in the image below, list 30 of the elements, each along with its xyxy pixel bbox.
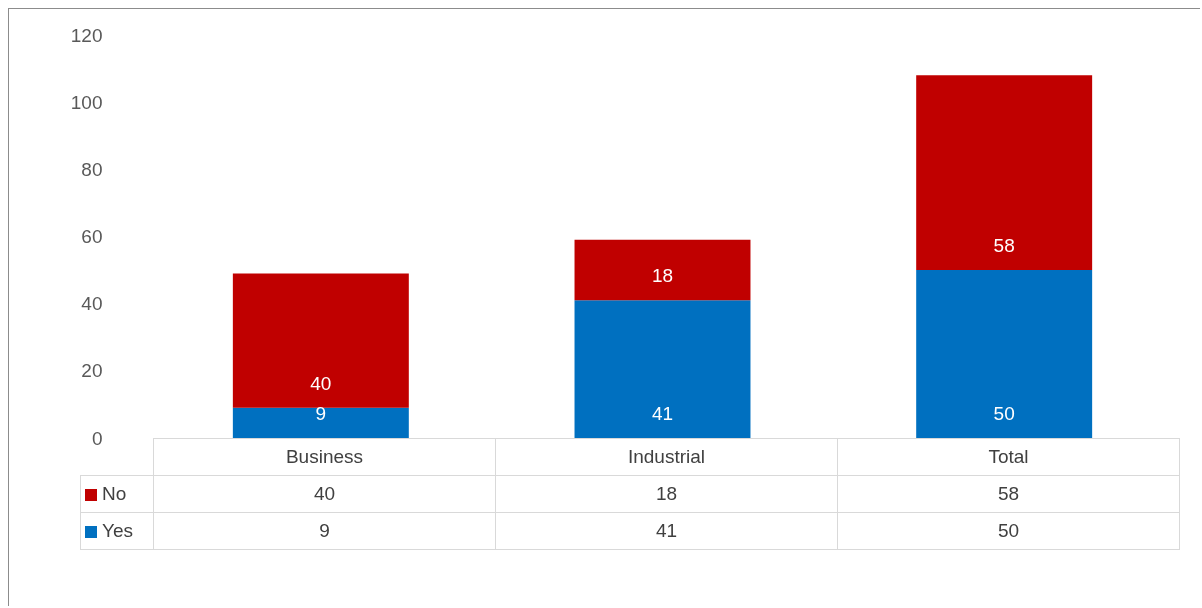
bar	[916, 270, 1093, 438]
y-tick-label: 100	[70, 91, 103, 113]
data-label: 18	[651, 265, 674, 287]
legend-label: No	[80, 475, 154, 513]
data-label: 41	[651, 403, 674, 424]
y-tick-label: 40	[81, 293, 103, 315]
text: 58	[837, 475, 1180, 513]
bar	[574, 300, 751, 438]
y-tick-label: 80	[81, 158, 103, 180]
x-tick-label: Business	[153, 438, 496, 476]
data-label: 58	[993, 235, 1015, 257]
x-tick-label: Total	[837, 438, 1180, 476]
y-tick-label: 120	[70, 24, 103, 46]
text: 40	[153, 475, 496, 513]
bar	[232, 273, 409, 408]
y-tick-label: 60	[81, 226, 103, 247]
x-tick-label: Industrial	[495, 438, 838, 476]
text: 41	[495, 512, 838, 550]
text: 9	[153, 512, 496, 550]
text: 18	[495, 475, 838, 513]
legend-label: Yes	[80, 512, 154, 550]
bar	[232, 407, 409, 438]
y-tick-label: 20	[81, 360, 103, 382]
y-tick-label: 0	[91, 427, 103, 449]
bar	[574, 239, 751, 301]
data-label: 40	[310, 372, 332, 394]
bar	[916, 75, 1093, 271]
text: 50	[837, 512, 1180, 550]
data-label: 9	[315, 403, 327, 424]
data-label: 50	[993, 403, 1015, 424]
